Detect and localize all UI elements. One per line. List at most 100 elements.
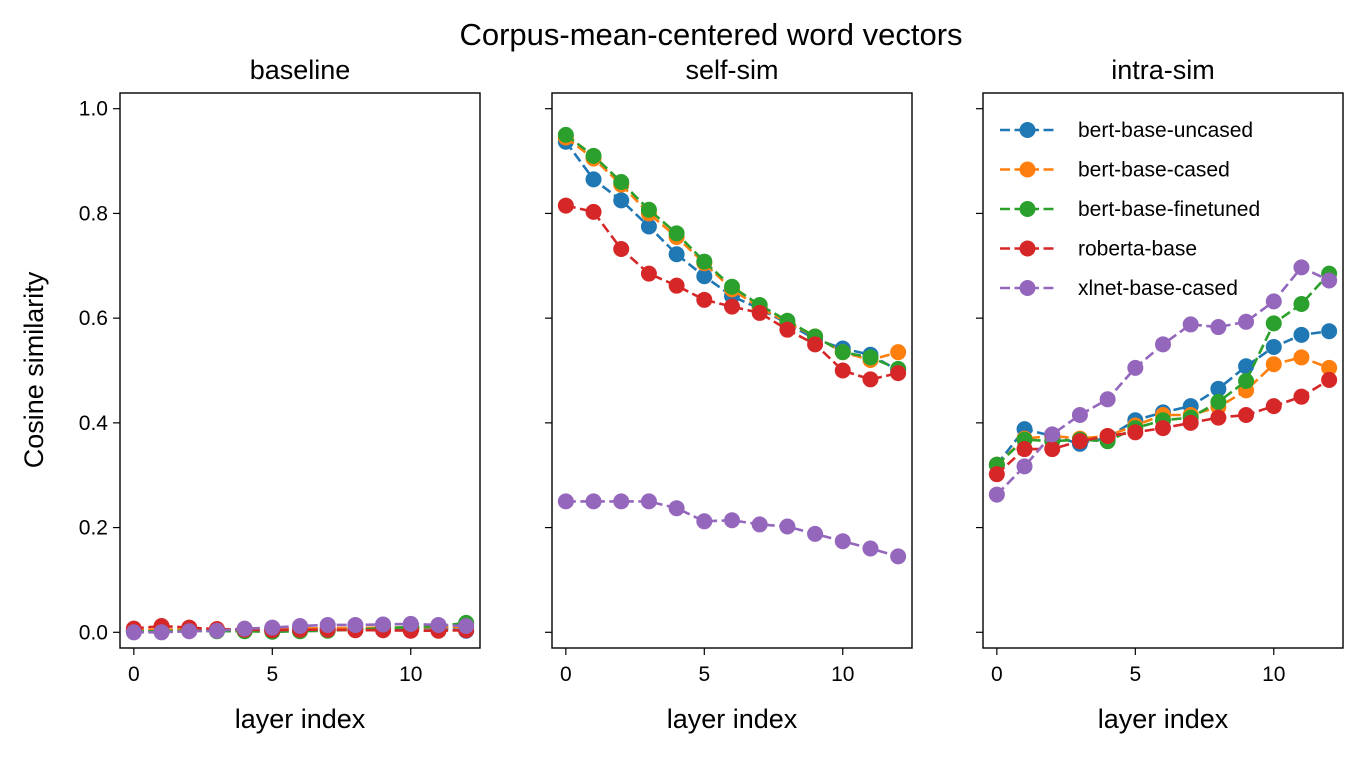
data-point (890, 548, 907, 565)
data-point (1293, 259, 1310, 276)
data-point (347, 616, 364, 633)
x-tick-label: 10 (1262, 663, 1285, 686)
data-point (1210, 393, 1227, 410)
data-point (1016, 458, 1033, 475)
data-point (751, 516, 768, 533)
data-point (696, 291, 713, 308)
x-tick-label: 0 (560, 663, 572, 686)
data-point (236, 620, 253, 637)
data-point (668, 225, 685, 242)
data-point (1155, 336, 1171, 353)
data-point (862, 371, 879, 388)
y-tick-label: 0.0 (79, 621, 108, 644)
data-point (402, 615, 419, 632)
data-point (779, 518, 796, 535)
y-tick-label: 1.0 (79, 98, 108, 121)
y-axis-label: Cosine similarity (19, 271, 49, 468)
x-tick-label: 10 (831, 663, 854, 686)
data-point (862, 540, 879, 557)
data-point (834, 344, 851, 361)
data-point (1238, 358, 1255, 375)
data-point (557, 493, 574, 510)
data-point (613, 174, 630, 191)
data-point (613, 192, 630, 209)
panel-title: self-sim (686, 55, 779, 85)
data-point (1155, 420, 1171, 437)
x-tick-label: 0 (991, 663, 1003, 686)
legend: bert-base-uncased bert-base-cased bert-bas… (1000, 119, 1260, 300)
x-tick-label: 10 (399, 663, 422, 686)
data-point (668, 246, 685, 263)
data-point (1044, 441, 1061, 458)
data-point (1238, 313, 1255, 330)
data-point (696, 268, 713, 285)
data-point (585, 171, 602, 188)
data-point (613, 241, 630, 258)
legend-label: bert-base-uncased (1078, 119, 1253, 142)
data-point (834, 533, 851, 550)
data-point (1210, 409, 1227, 426)
legend-label: bert-base-cased (1078, 159, 1230, 182)
data-point (807, 525, 824, 542)
data-point (890, 365, 907, 382)
x-axis-label: layer index (667, 704, 798, 734)
data-point (585, 203, 602, 220)
data-point (292, 618, 308, 635)
series-bert-base-uncased (557, 133, 907, 379)
data-point (1099, 391, 1116, 408)
data-point (181, 623, 198, 640)
panel-self-sim: self-sim layer index 0 5 10 (545, 55, 913, 734)
legend-marker (1019, 161, 1036, 178)
data-point (724, 278, 740, 295)
x-tick-label: 5 (698, 663, 710, 686)
data-point (1321, 359, 1338, 376)
data-point (1265, 293, 1282, 310)
legend-marker (1019, 240, 1036, 257)
data-point (1071, 407, 1088, 424)
legend-label: bert-base-finetuned (1078, 198, 1260, 221)
x-tick-label: 0 (128, 663, 140, 686)
series-line (565, 500, 899, 558)
data-point (862, 349, 879, 366)
data-point (640, 493, 657, 510)
data-point (1210, 319, 1227, 336)
data-point (1293, 326, 1310, 343)
data-point (1238, 407, 1255, 424)
data-point (779, 321, 796, 338)
x-axis-label: layer index (235, 704, 366, 734)
data-point (585, 493, 602, 510)
series-roberta-base (988, 371, 1338, 483)
y-tick-label: 0.4 (79, 412, 109, 435)
data-point (834, 362, 851, 379)
series-xlnet-base-cased (125, 615, 475, 641)
axes-frame (551, 92, 913, 649)
series-bert-base-cased (557, 129, 907, 369)
data-point (1321, 323, 1338, 340)
data-point (696, 253, 713, 270)
legend-label: xlnet-base-cased (1078, 277, 1238, 300)
panel-baseline: baseline layer index 0 5 10 0.0 0.2 0.4 0.6 0.8 1.… (79, 55, 481, 734)
data-point (1293, 296, 1310, 313)
data-point (1127, 424, 1144, 441)
data-point (1265, 398, 1282, 415)
data-point (264, 619, 281, 636)
x-axis-label: layer index (1098, 704, 1229, 734)
data-point (153, 624, 170, 641)
data-point (613, 493, 630, 510)
data-point (1293, 349, 1310, 366)
data-point (1016, 441, 1033, 458)
legend-marker (1019, 280, 1036, 296)
data-point (125, 624, 142, 641)
data-point (890, 344, 907, 361)
data-point (751, 304, 768, 321)
axes-frame (119, 92, 481, 649)
legend-marker (1019, 201, 1036, 217)
data-point (557, 126, 574, 143)
data-point (807, 336, 824, 353)
data-point (668, 500, 685, 517)
data-point (988, 466, 1005, 483)
data-point (585, 147, 602, 164)
data-point (1182, 414, 1199, 431)
y-tick-label: 0.8 (79, 202, 108, 225)
